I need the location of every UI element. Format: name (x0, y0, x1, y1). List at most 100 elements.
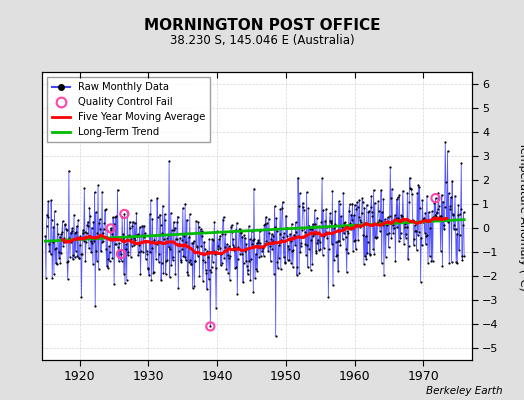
Point (399, 188, 407, 194)
Point (220, 255, 228, 261)
Point (381, 220, 389, 226)
Point (300, 225, 309, 231)
Point (159, 202, 167, 209)
Point (177, 259, 185, 265)
Point (234, 256, 242, 262)
Point (56, 233, 64, 240)
Point (296, 190, 304, 196)
Point (333, 238, 342, 244)
Point (424, 260, 432, 266)
Point (297, 240, 305, 246)
Point (282, 212, 290, 219)
Point (211, 251, 219, 257)
Point (291, 242, 299, 248)
Point (191, 258, 200, 264)
Point (320, 232, 329, 239)
Point (407, 186, 415, 192)
Point (403, 190, 412, 196)
Point (316, 246, 324, 252)
Point (185, 258, 193, 265)
Point (247, 256, 255, 262)
Point (159, 269, 168, 276)
Point (149, 270, 157, 276)
Point (127, 236, 136, 242)
Point (208, 236, 216, 242)
Point (178, 237, 187, 243)
Point (264, 248, 272, 254)
Point (339, 236, 347, 242)
Point (179, 252, 188, 259)
Point (243, 263, 251, 270)
Point (365, 251, 374, 257)
Point (429, 214, 438, 220)
Point (140, 222, 148, 229)
Point (344, 230, 353, 236)
Point (405, 199, 413, 206)
Point (85, 245, 93, 252)
Point (44, 198, 52, 204)
Point (230, 247, 238, 254)
Point (190, 238, 198, 244)
Point (302, 189, 311, 195)
Point (279, 254, 288, 261)
Point (168, 257, 177, 263)
Point (383, 222, 391, 228)
Point (75, 242, 84, 248)
Point (73, 253, 82, 260)
Point (324, 294, 333, 300)
Point (425, 253, 434, 259)
Point (246, 277, 255, 283)
Point (50, 271, 58, 277)
Point (275, 242, 283, 248)
Point (267, 231, 276, 237)
Point (126, 224, 134, 231)
Point (444, 190, 453, 197)
Point (356, 217, 364, 223)
Point (339, 190, 347, 196)
Point (145, 272, 153, 278)
Point (348, 200, 357, 207)
Point (185, 211, 194, 218)
Point (288, 220, 296, 227)
Point (275, 255, 283, 261)
Point (130, 219, 139, 226)
Point (210, 219, 219, 226)
Point (122, 241, 130, 248)
Point (254, 237, 263, 244)
Point (123, 207, 132, 214)
Point (290, 234, 299, 240)
Point (322, 206, 330, 212)
Point (45, 247, 53, 254)
Point (77, 250, 85, 257)
Point (313, 240, 322, 246)
Point (95, 216, 104, 222)
Point (373, 221, 381, 227)
Point (335, 238, 343, 244)
Point (55, 254, 63, 261)
Point (203, 286, 211, 292)
Point (393, 224, 401, 230)
Point (417, 234, 425, 241)
Point (454, 202, 463, 208)
Point (401, 234, 410, 241)
Point (272, 215, 280, 221)
Point (106, 225, 115, 232)
Point (94, 266, 103, 272)
Point (363, 250, 372, 257)
Point (195, 273, 204, 279)
Point (88, 224, 96, 231)
Point (125, 232, 133, 238)
Point (355, 197, 364, 203)
Point (442, 215, 451, 222)
Point (436, 216, 444, 222)
Point (265, 230, 274, 236)
Point (222, 266, 231, 272)
Point (231, 264, 239, 271)
Point (383, 231, 391, 238)
Point (233, 220, 241, 226)
Point (419, 219, 428, 225)
Point (147, 277, 156, 284)
Point (312, 248, 320, 254)
Point (328, 241, 336, 247)
Point (66, 254, 74, 260)
